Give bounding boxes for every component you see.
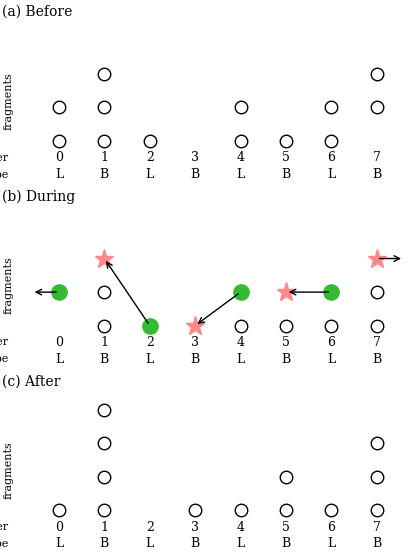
Text: 3: 3	[191, 151, 199, 165]
Text: B: B	[281, 168, 291, 181]
Text: 6: 6	[328, 336, 335, 349]
Text: 0: 0	[55, 336, 63, 349]
Text: B: B	[281, 537, 291, 551]
Text: B: B	[372, 537, 381, 551]
Text: fragments: fragments	[4, 441, 14, 499]
Text: 2: 2	[146, 151, 154, 165]
Text: B: B	[100, 537, 109, 551]
Text: type: type	[0, 539, 9, 549]
Text: 2: 2	[146, 521, 154, 534]
Text: L: L	[55, 537, 63, 551]
Text: 5: 5	[282, 151, 290, 165]
Text: (b) During: (b) During	[2, 189, 76, 204]
Text: L: L	[55, 168, 63, 181]
Text: B: B	[190, 353, 200, 366]
Text: 4: 4	[237, 151, 244, 165]
Text: 0: 0	[55, 521, 63, 534]
Text: B: B	[190, 168, 200, 181]
Text: B: B	[100, 353, 109, 366]
Text: L: L	[236, 537, 244, 551]
Text: L: L	[327, 537, 335, 551]
Text: 4: 4	[237, 521, 244, 534]
Text: 5: 5	[282, 521, 290, 534]
Text: number: number	[0, 522, 9, 532]
Text: 7: 7	[373, 151, 381, 165]
Text: 4: 4	[237, 336, 244, 349]
Text: type: type	[0, 354, 9, 365]
Text: 6: 6	[328, 151, 335, 165]
Text: 1: 1	[100, 521, 108, 534]
Text: 0: 0	[55, 151, 63, 165]
Text: B: B	[372, 353, 381, 366]
Text: 1: 1	[100, 151, 108, 165]
Text: B: B	[190, 537, 200, 551]
Text: L: L	[146, 537, 154, 551]
Text: 2: 2	[146, 336, 154, 349]
Text: (c) After: (c) After	[2, 375, 61, 388]
Text: B: B	[372, 168, 381, 181]
Text: L: L	[146, 168, 154, 181]
Text: 7: 7	[373, 521, 381, 534]
Text: 3: 3	[191, 336, 199, 349]
Text: fragments: fragments	[4, 72, 14, 130]
Text: L: L	[327, 168, 335, 181]
Text: L: L	[146, 353, 154, 366]
Text: 6: 6	[328, 521, 335, 534]
Text: B: B	[281, 353, 291, 366]
Text: number: number	[0, 153, 9, 163]
Text: 1: 1	[100, 336, 108, 349]
Text: number: number	[0, 337, 9, 347]
Text: 7: 7	[373, 336, 381, 349]
Text: L: L	[236, 168, 244, 181]
Text: fragments: fragments	[4, 257, 14, 314]
Text: B: B	[100, 168, 109, 181]
Text: 5: 5	[282, 336, 290, 349]
Text: L: L	[55, 353, 63, 366]
Text: type: type	[0, 170, 9, 179]
Text: L: L	[327, 353, 335, 366]
Text: (a) Before: (a) Before	[2, 5, 73, 19]
Text: 3: 3	[191, 521, 199, 534]
Text: L: L	[236, 353, 244, 366]
